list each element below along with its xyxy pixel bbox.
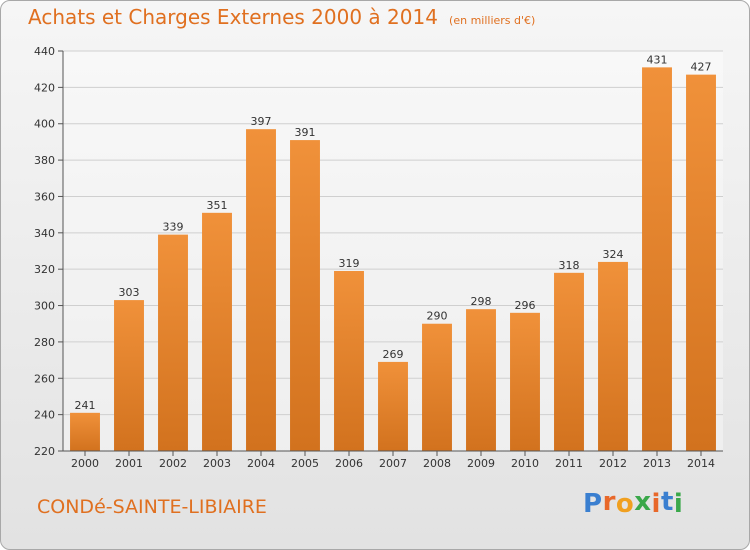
- x-tick-label: 2014: [687, 457, 715, 470]
- bar: [378, 361, 408, 451]
- x-tick-label: 2011: [555, 457, 583, 470]
- x-tick-label: 2009: [467, 457, 495, 470]
- y-tick-label: 340: [34, 227, 55, 240]
- bar: [554, 272, 584, 451]
- bar: [70, 412, 100, 451]
- y-tick-label: 320: [34, 263, 55, 276]
- logo-letter: o: [615, 489, 635, 519]
- x-tick-label: 2013: [643, 457, 671, 470]
- logo-letter: i: [673, 489, 684, 519]
- bar: [422, 323, 452, 451]
- y-tick-label: 280: [34, 336, 55, 349]
- x-tick-label: 2002: [159, 457, 187, 470]
- bar-value-label: 339: [163, 221, 184, 234]
- y-tick-label: 260: [34, 372, 55, 385]
- bar-value-label: 351: [207, 199, 228, 212]
- x-tick-label: 2007: [379, 457, 407, 470]
- bar-value-label: 296: [515, 299, 536, 312]
- bar-value-label: 391: [295, 126, 316, 139]
- x-tick-label: 2012: [599, 457, 627, 470]
- bar-value-label: 431: [647, 53, 668, 66]
- y-tick-label: 380: [34, 154, 55, 167]
- bar: [334, 271, 364, 451]
- x-tick-label: 2005: [291, 457, 319, 470]
- bars: 241 303 339 351 397 391 319 269 290 298 296 318 324 4…: [70, 53, 716, 452]
- logo-letter: x: [634, 487, 652, 517]
- y-tick-label: 300: [34, 300, 55, 313]
- x-tick-label: 2008: [423, 457, 451, 470]
- bar-value-label: 290: [427, 310, 448, 323]
- bar: [202, 212, 232, 451]
- x-tick-label: 2004: [247, 457, 275, 470]
- commune-name: CONDé-SAINTE-LIBIAIRE: [37, 496, 267, 518]
- bar: [246, 129, 276, 451]
- bar: [290, 140, 320, 451]
- y-tick-label: 240: [34, 409, 55, 422]
- axes: 220 240 260 280 300 320 340 360 380 400 420 440 2000…: [34, 45, 723, 470]
- y-tick-label: 420: [34, 81, 55, 94]
- y-tick-label: 440: [34, 45, 55, 58]
- bar-value-label: 319: [339, 257, 360, 270]
- bar: [158, 234, 188, 451]
- bar-value-label: 397: [251, 115, 272, 128]
- x-tick-label: 2006: [335, 457, 363, 470]
- y-tick-label: 400: [34, 118, 55, 131]
- y-tick-label: 220: [34, 445, 55, 458]
- bar: [114, 300, 144, 451]
- x-tick-label: 2000: [71, 457, 99, 470]
- logo-letter: i: [651, 489, 661, 519]
- proxiti-logo: Proxiti: [583, 487, 684, 519]
- x-tick-label: 2003: [203, 457, 231, 470]
- x-tick-label: 2010: [511, 457, 539, 470]
- bar: [686, 74, 716, 452]
- bar: [510, 312, 540, 451]
- bar-value-label: 318: [559, 259, 580, 272]
- y-tick-label: 360: [34, 190, 55, 203]
- bar: [466, 309, 496, 451]
- title-row: Achats et Charges Externes 2000 à 2014 (…: [28, 5, 535, 29]
- chart-subtitle: (en milliers d'€): [449, 14, 536, 27]
- bar-value-label: 303: [119, 286, 140, 299]
- logo-letter: P: [583, 489, 603, 519]
- bar: [642, 67, 672, 451]
- logo-letter: r: [602, 487, 616, 517]
- chart-title: Achats et Charges Externes 2000 à 2014: [28, 5, 438, 29]
- bar: [598, 261, 628, 451]
- bar-value-label: 241: [75, 399, 96, 412]
- logo-letter: t: [660, 487, 674, 517]
- bar-value-label: 324: [603, 248, 624, 261]
- x-tick-label: 2001: [115, 457, 143, 470]
- bar-value-label: 427: [691, 61, 712, 74]
- bar-value-label: 269: [383, 348, 404, 361]
- bar-value-label: 298: [471, 295, 492, 308]
